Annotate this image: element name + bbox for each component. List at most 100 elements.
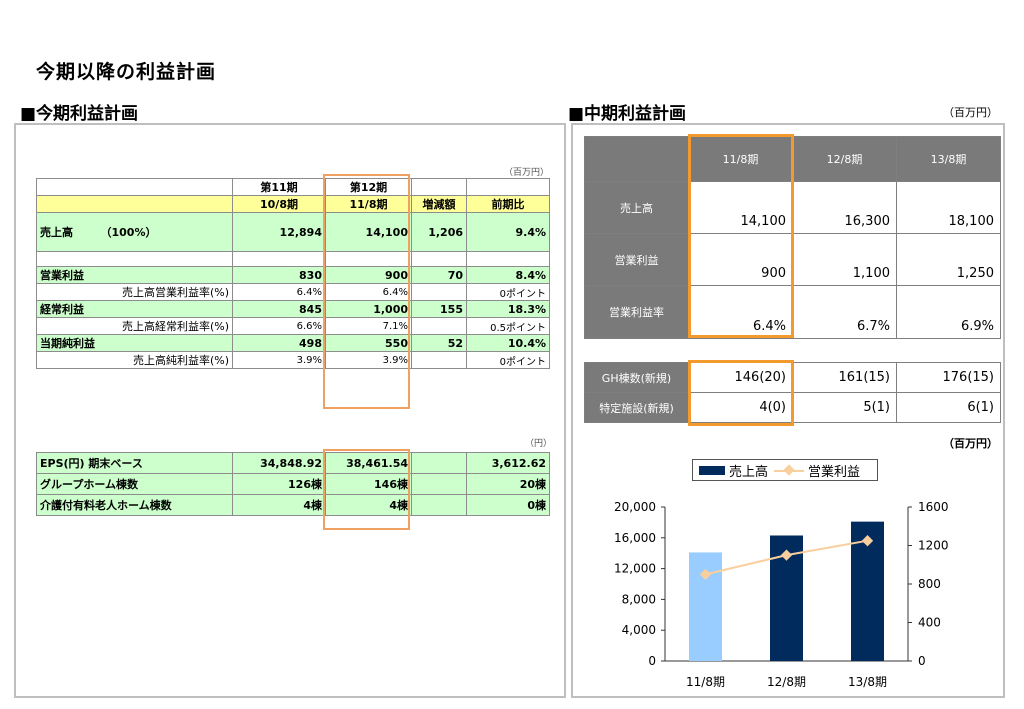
cell-value [411,317,467,335]
y-tick-label-left: 0 [648,654,656,668]
cell-value: 70 [411,266,467,284]
row-label: 売上高営業利益率(%) [36,283,233,301]
header-cell: 13/8期 [896,136,1001,182]
header-cell: 前期比 [466,195,550,213]
header-cell [466,178,550,196]
eps-facility-table: EPS(円) 期末ベース 34,848.92 38,461.54 3,612.6… [36,452,550,516]
cell-value: 5(1) [792,392,897,423]
table-header-row: 11/8期 12/8期 13/8期 [584,136,1001,182]
header-cell: 増減額 [411,195,467,213]
y-tick-label-right: 800 [918,577,941,591]
x-tick-label: 13/8期 [848,675,887,689]
table-row: 売上高経常利益率(%) 6.6% 7.1% 0.5ポイント [36,317,550,335]
cell-value: 498 [232,334,326,352]
cell-value: 830 [232,266,326,284]
cell-value: 900 [688,233,793,286]
table-row: 売上高営業利益率(%) 6.4% 6.4% 0ポイント [36,283,550,301]
row-label: EPS(円) 期末ベース [36,452,233,474]
cell-value [411,251,467,267]
row-label [36,251,233,267]
cell-value: 34,848.92 [232,452,326,474]
cell-value [411,351,467,369]
row-label: GH棟数(新規) [584,362,689,393]
cell-value: 845 [232,300,326,318]
cell-value: 6.4% [325,283,412,301]
cell-value: 1,206 [411,212,467,252]
y-tick-label-left: 16,000 [614,531,656,545]
header-cell [36,178,233,196]
y-tick-label-left: 8,000 [622,592,656,606]
cell-value: 0.5ポイント [466,317,550,335]
section-title-midterm: ■中期利益計画 [568,104,687,124]
table-header-row: 第11期 第12期 [36,178,550,196]
table-row: 当期純利益 498 550 52 10.4% [36,334,550,352]
cell-value: 38,461.54 [325,452,412,474]
y-tick-label-right: 1600 [918,500,949,514]
cell-value: 1,000 [325,300,412,318]
cell-value: 6.7% [792,285,897,339]
y-tick-label-right: 400 [918,616,941,630]
row-label: 売上高経常利益率(%) [36,317,233,335]
header-cell: 10/8期 [232,195,326,213]
y-tick-label-left: 12,000 [614,562,656,576]
y-tick-label-left: 20,000 [614,500,656,514]
cell-value: 14,100 [325,212,412,252]
table-row: グループホーム棟数 126棟 146棟 20棟 [36,473,550,495]
header-cell [36,195,233,213]
legend-label-sales: 売上高 [729,464,769,480]
cell-value: 9.4% [466,212,550,252]
cell-value: 0ポイント [466,351,550,369]
unit-label-left-bottom: （円） [525,439,553,449]
row-label: 営業利益 [584,233,689,286]
legend-label-op: 営業利益 [808,464,861,480]
table-row: 営業利益 830 900 70 8.4% [36,266,550,284]
chart-legend: 売上高 営業利益 [692,459,878,481]
x-tick-label: 12/8期 [767,675,806,689]
header-cell: 11/8期 [325,195,412,213]
table-row: EPS(円) 期末ベース 34,848.92 38,461.54 3,612.6… [36,452,550,474]
table-row: 経常利益 845 1,000 155 18.3% [36,300,550,318]
table-row: 営業利益 900 1,100 1,250 [584,233,1001,286]
section-title-current: ■今期利益計画 [20,104,139,124]
table-row: 介護付有料老人ホーム棟数 4棟 4棟 0棟 [36,494,550,516]
table-row [36,251,550,267]
cell-value: 14,100 [688,181,793,234]
cell-value [411,473,467,495]
table-row: 売上高 （100%） 12,894 14,100 1,206 9.4% [36,212,550,252]
header-cell: 12/8期 [792,136,897,182]
cell-value: 126棟 [232,473,326,495]
midterm-plan-table: 11/8期 12/8期 13/8期 売上高 14,100 16,300 18,1… [584,136,1001,339]
cell-value [411,494,467,516]
header-cell: 第12期 [325,178,412,196]
table-row: 売上高 14,100 16,300 18,100 [584,181,1001,234]
table-header-row: 10/8期 11/8期 増減額 前期比 [36,195,550,213]
table-row: 売上高純利益率(%) 3.9% 3.9% 0ポイント [36,351,550,369]
header-cell [411,178,467,196]
header-cell: 11/8期 [688,136,793,182]
cell-value: 1,100 [792,233,897,286]
current-plan-table: 第11期 第12期 10/8期 11/8期 増減額 前期比 売上高 （100%）… [36,178,550,369]
cell-value [466,251,550,267]
cell-value: 550 [325,334,412,352]
unit-label-left-top: （百万円） [504,168,550,178]
row-label: 特定施設(新規) [584,392,689,423]
table-row: 特定施設(新規) 4(0) 5(1) 6(1) [584,392,1001,423]
cell-value: 0ポイント [466,283,550,301]
cell-value: 7.1% [325,317,412,335]
row-label: 営業利益 [36,266,233,284]
y-tick-label-left: 4,000 [622,623,656,637]
row-label: グループホーム棟数 [36,473,233,495]
y-tick-label-right: 0 [918,654,926,668]
legend-swatch-sales [699,465,725,475]
cell-value: 18,100 [896,181,1001,234]
cell-value: 0棟 [466,494,550,516]
row-label: 当期純利益 [36,334,233,352]
cell-value: 176(15) [896,362,1001,393]
cell-value: 20棟 [466,473,550,495]
row-label: 売上高 [584,181,689,234]
chart-labels: 20,000 16,000 12,000 8,000 4,000 0 1600 1200 800… [614,500,949,689]
cell-value: 6.6% [232,317,326,335]
cell-value: 6.4% [688,285,793,339]
row-label: 売上高純利益率(%) [36,351,233,369]
row-label: 営業利益率 [584,285,689,339]
